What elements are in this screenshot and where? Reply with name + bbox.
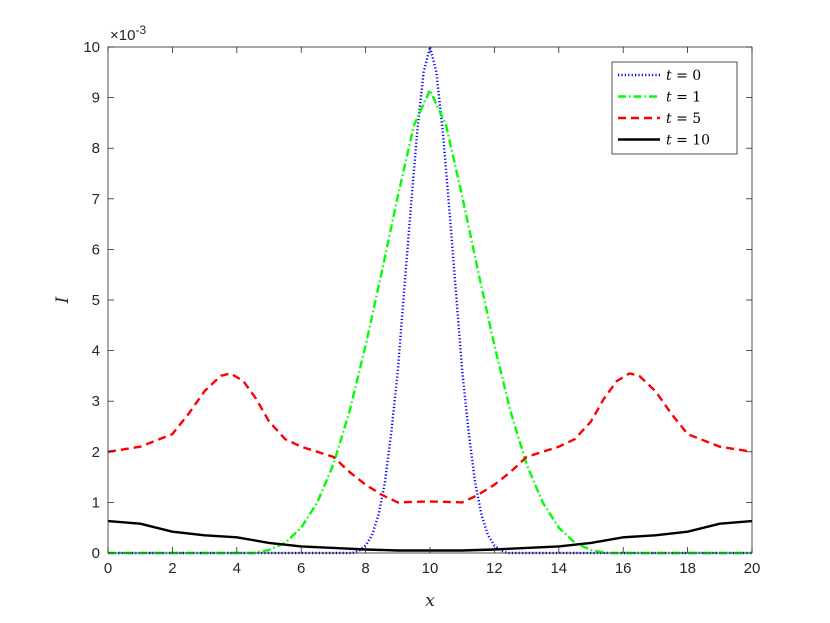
y-tick-label: 5: [92, 292, 100, 309]
ticks-layer: [107, 46, 753, 554]
series-line-1: [108, 88, 752, 555]
x-tick-label: 0: [104, 560, 112, 577]
legend-label-2: t = 5: [666, 111, 701, 127]
y-tick-label: 2: [92, 444, 100, 461]
legend-label-1: t = 1: [666, 90, 701, 106]
x-tick-label: 14: [550, 560, 567, 577]
x-axis-label: x: [425, 591, 435, 611]
series-line-0: [108, 45, 752, 555]
x-tick-label: 2: [168, 560, 176, 577]
x-tick-label: 20: [744, 560, 761, 577]
y-tick-label: 6: [92, 241, 100, 258]
x-tick-label: 18: [679, 560, 696, 577]
y-tick-label: 10: [83, 39, 100, 56]
x-tick-label: 4: [233, 560, 241, 577]
x-tick-labels: 0 2 4 6 8 10 12 14 16 18 20: [104, 560, 761, 577]
legend-label-0: t = 0: [666, 68, 701, 84]
series-line-2: [107, 372, 753, 504]
y-tick-label: 4: [92, 343, 100, 360]
y-tick-label: 9: [92, 90, 100, 107]
x-tick-label: 12: [486, 560, 503, 577]
y-tick-label: 8: [92, 140, 100, 157]
y-tick-label: 3: [92, 393, 100, 410]
y-exponent-power: -3: [135, 23, 146, 37]
y-exponent-label: ×10-3: [110, 23, 146, 44]
y-tick-labels: 0 1 2 3 4 5 6 7 8 9 10: [83, 39, 100, 562]
y-tick-label: 7: [92, 191, 100, 208]
legend: t = 0 t = 1 t = 5 t = 10: [611, 61, 738, 155]
x-tick-label: 10: [422, 560, 439, 577]
x-tick-label: 16: [615, 560, 632, 577]
x-tick-label: 6: [297, 560, 305, 577]
legend-label-3: t = 10: [666, 133, 710, 149]
y-tick-label: 0: [92, 545, 100, 562]
y-tick-label: 1: [92, 494, 100, 511]
y-axis-label: I: [53, 296, 73, 304]
x-tick-label: 8: [361, 560, 369, 577]
